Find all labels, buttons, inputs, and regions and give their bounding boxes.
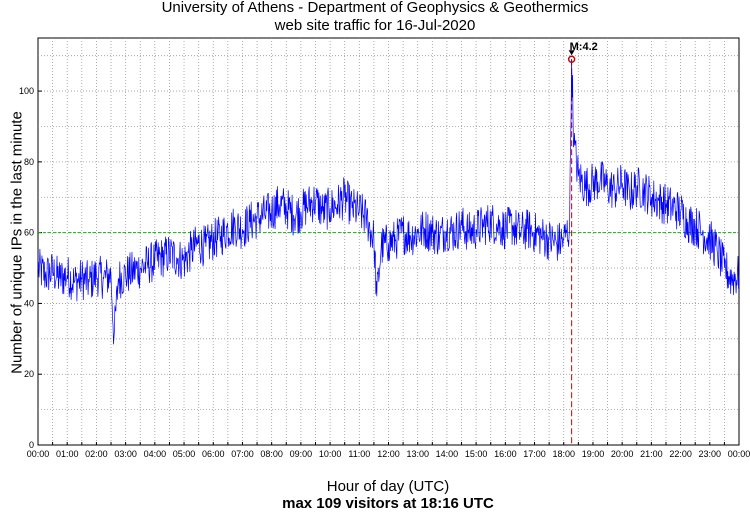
annotation-label: M:4.2 [570,41,598,53]
max-point-marker [567,55,576,63]
x-tick-label: 01:00 [56,449,79,459]
x-tick-label: 16:00 [494,449,517,459]
x-tick-label: 21:00 [640,449,663,459]
chart-title: University of Athens - Department of Geo… [161,0,589,16]
x-tick-label: 17:00 [523,449,546,459]
y-tick-label: 100 [19,86,34,96]
x-tick-label: 10:00 [319,449,342,459]
x-tick-label: 13:00 [406,449,429,459]
x-tick-label: 05:00 [173,449,196,459]
x-tick-label: 23:00 [699,449,722,459]
x-tick-label: 15:00 [465,449,488,459]
chart-subtitle: web site traffic for 16-Jul-2020 [274,17,476,34]
x-tick-label: 18:00 [552,449,575,459]
x-tick-label: 09:00 [290,449,313,459]
x-tick-label: 06:00 [202,449,225,459]
y-tick-label: 20 [24,369,34,379]
x-tick-label: 07:00 [231,449,254,459]
x-tick-label: 00:00 [27,449,50,459]
x-tick-label: 22:00 [669,449,692,459]
y-tick-label: 60 [24,228,34,238]
y-tick-label: 80 [24,157,34,167]
traffic-series-line [37,59,740,345]
x-tick-label: 11:00 [348,449,370,459]
y-tick-label: 40 [24,298,34,308]
x-tick-label: 19:00 [582,449,605,459]
x-tick-label: 04:00 [144,449,167,459]
y-tick-label: 0 [29,440,34,450]
x-tick-label: 08:00 [260,449,283,459]
x-tick-label: 02:00 [85,449,108,459]
max-visitors-caption: max 109 visitors at 18:16 UTC [282,495,494,512]
x-axis-label: Hour of day (UTC) [326,478,450,495]
x-tick-label: 03:00 [114,449,137,459]
x-tick-label: 20:00 [611,449,634,459]
x-tick-label: 12:00 [377,449,400,459]
annotation-arrowhead [568,50,575,56]
x-tick-label: 00:00 [728,449,750,459]
x-tick-label: 14:00 [436,449,459,459]
